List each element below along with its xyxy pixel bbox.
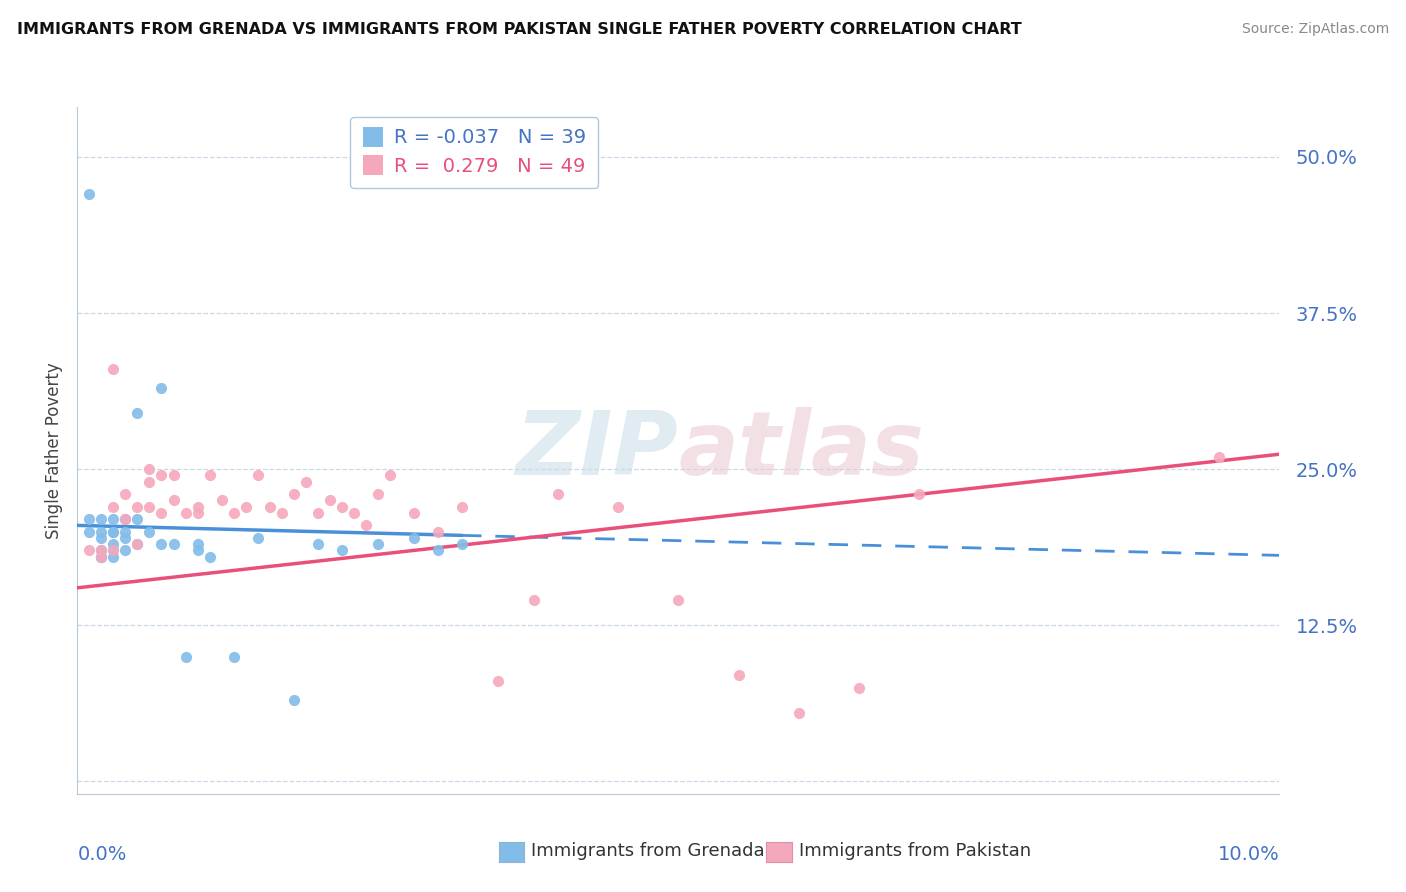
Text: ZIP: ZIP <box>516 407 679 494</box>
Point <box>150 537 173 551</box>
Point <box>127 537 149 551</box>
Point <box>246 468 269 483</box>
Point <box>79 543 101 558</box>
Point <box>186 506 209 520</box>
Point <box>103 549 125 564</box>
Point <box>103 362 125 376</box>
Y-axis label: Single Father Poverty: Single Father Poverty <box>45 362 63 539</box>
Point <box>127 500 149 514</box>
Point <box>547 487 569 501</box>
Point <box>79 187 101 202</box>
Point <box>367 487 389 501</box>
Point <box>79 524 101 539</box>
Point <box>127 537 149 551</box>
Point <box>103 512 125 526</box>
Point <box>138 524 160 539</box>
Point <box>186 543 209 558</box>
Text: Immigrants from Pakistan: Immigrants from Pakistan <box>799 842 1031 860</box>
Point <box>607 500 630 514</box>
Point <box>848 681 870 695</box>
Point <box>103 543 125 558</box>
Point <box>90 543 112 558</box>
Point <box>138 475 160 489</box>
Point <box>114 524 136 539</box>
Point <box>90 512 112 526</box>
Point <box>307 506 329 520</box>
Point <box>186 500 209 514</box>
Point <box>354 518 377 533</box>
Point <box>90 524 112 539</box>
Point <box>150 381 173 395</box>
Point <box>162 493 184 508</box>
Point <box>270 506 292 520</box>
Text: Source: ZipAtlas.com: Source: ZipAtlas.com <box>1241 22 1389 37</box>
Point <box>523 593 546 607</box>
Point <box>138 462 160 476</box>
Text: IMMIGRANTS FROM GRENADA VS IMMIGRANTS FROM PAKISTAN SINGLE FATHER POVERTY CORREL: IMMIGRANTS FROM GRENADA VS IMMIGRANTS FR… <box>17 22 1022 37</box>
Point <box>90 543 112 558</box>
Point <box>343 506 366 520</box>
Point <box>259 500 281 514</box>
Point <box>330 500 353 514</box>
Point <box>103 543 125 558</box>
Point <box>114 512 136 526</box>
Point <box>908 487 931 501</box>
Point <box>103 524 125 539</box>
Point <box>378 468 401 483</box>
Point <box>319 493 342 508</box>
Point <box>246 531 269 545</box>
Point <box>222 649 245 664</box>
Text: 10.0%: 10.0% <box>1218 846 1279 864</box>
Point <box>222 506 245 520</box>
Point <box>787 706 810 720</box>
Point <box>114 487 136 501</box>
Point <box>211 493 233 508</box>
Point <box>402 531 425 545</box>
Point <box>186 537 209 551</box>
Point <box>174 649 197 664</box>
Point <box>90 549 112 564</box>
Point <box>114 512 136 526</box>
Point <box>127 512 149 526</box>
Point <box>486 674 509 689</box>
Point <box>174 506 197 520</box>
Point <box>90 549 112 564</box>
Point <box>668 593 690 607</box>
Point <box>79 512 101 526</box>
Point <box>198 468 221 483</box>
Point <box>427 543 450 558</box>
Point <box>150 506 173 520</box>
Text: Immigrants from Grenada: Immigrants from Grenada <box>531 842 765 860</box>
Point <box>307 537 329 551</box>
Point <box>162 537 184 551</box>
Point <box>727 668 749 682</box>
Point <box>127 406 149 420</box>
Point <box>235 500 257 514</box>
Point <box>294 475 316 489</box>
Point <box>198 549 221 564</box>
Point <box>103 500 125 514</box>
Point <box>103 524 125 539</box>
Point <box>90 531 112 545</box>
Text: 0.0%: 0.0% <box>77 846 127 864</box>
Point <box>114 531 136 545</box>
Point <box>402 506 425 520</box>
Point <box>162 468 184 483</box>
Legend: R = -0.037   N = 39, R =  0.279   N = 49: R = -0.037 N = 39, R = 0.279 N = 49 <box>350 117 599 188</box>
Point <box>150 468 173 483</box>
Text: atlas: atlas <box>679 407 924 494</box>
Point <box>138 500 160 514</box>
Point <box>283 487 305 501</box>
Point <box>330 543 353 558</box>
Point <box>367 537 389 551</box>
Point <box>451 500 474 514</box>
Point <box>1208 450 1230 464</box>
Point <box>427 524 450 539</box>
Point <box>90 549 112 564</box>
Point <box>283 693 305 707</box>
Point <box>114 543 136 558</box>
Point <box>451 537 474 551</box>
Point <box>103 537 125 551</box>
